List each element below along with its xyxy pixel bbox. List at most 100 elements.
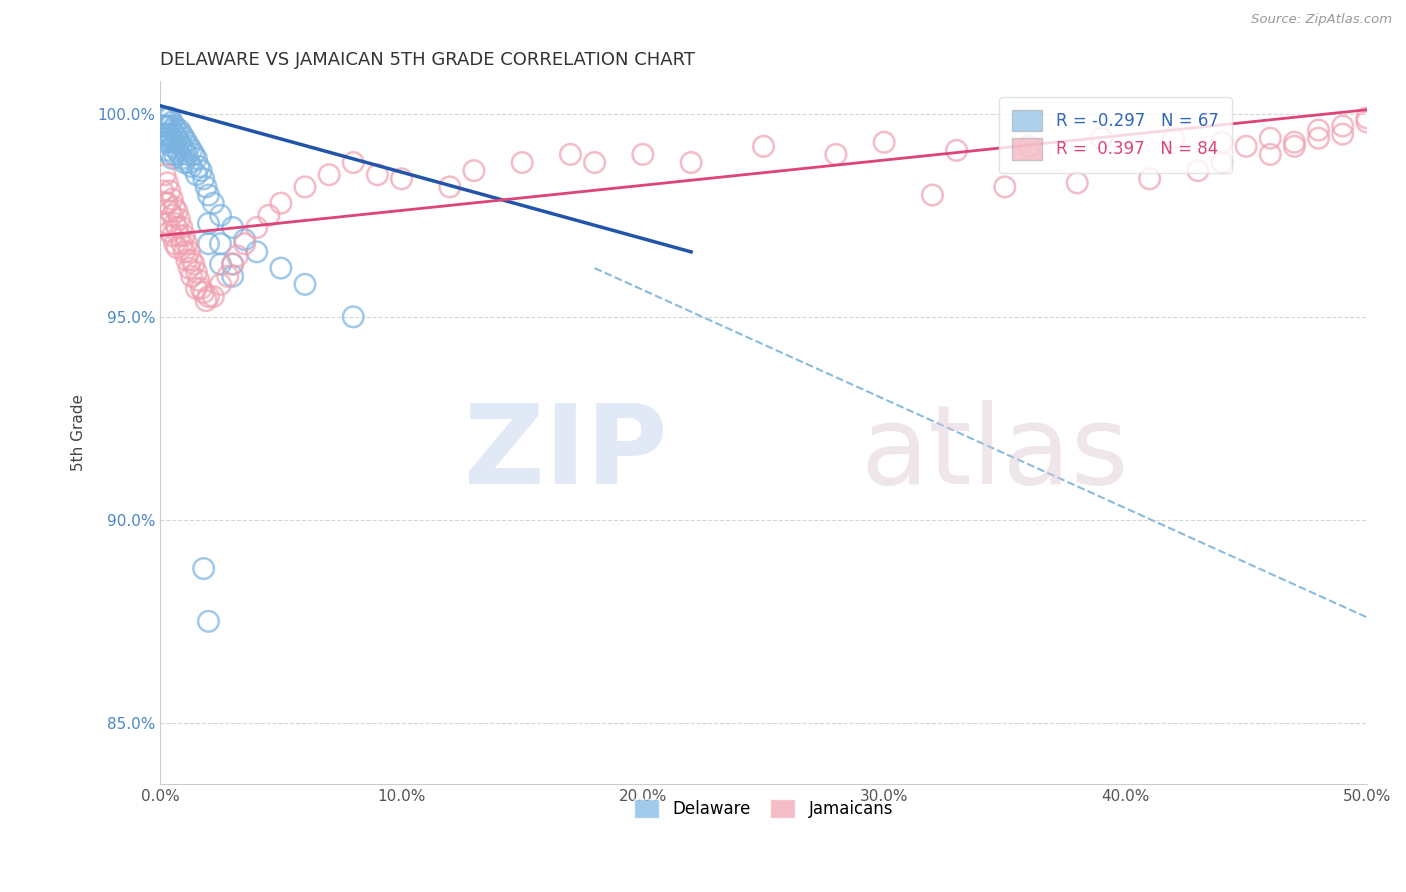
Point: [166, 241, 188, 255]
Point: [183, 147, 205, 161]
Point: [169, 228, 191, 243]
Point: [1066, 176, 1088, 190]
Point: [153, 196, 176, 211]
Point: [197, 217, 219, 231]
Point: [1284, 139, 1306, 153]
Point: [162, 152, 184, 166]
Point: [163, 236, 186, 251]
Point: [193, 561, 215, 575]
Point: [190, 163, 212, 178]
Y-axis label: 5th Grade: 5th Grade: [72, 394, 86, 471]
Point: [366, 168, 388, 182]
Point: [162, 208, 184, 222]
Point: [162, 131, 184, 145]
Point: [153, 135, 176, 149]
Point: [156, 217, 179, 231]
Point: [270, 261, 292, 276]
Point: [152, 127, 174, 141]
Point: [179, 139, 201, 153]
Point: [209, 208, 232, 222]
Point: [163, 127, 186, 141]
Point: [1163, 131, 1185, 145]
Point: [162, 123, 184, 137]
Point: [1284, 135, 1306, 149]
Point: [1211, 135, 1233, 149]
Point: [193, 285, 215, 300]
Text: Source: ZipAtlas.com: Source: ZipAtlas.com: [1251, 13, 1392, 27]
Point: [1090, 131, 1112, 145]
Point: [163, 119, 186, 133]
Point: [159, 135, 181, 149]
Point: [179, 244, 201, 259]
Point: [180, 144, 202, 158]
Point: [945, 144, 967, 158]
Point: [156, 111, 179, 125]
Point: [1258, 147, 1281, 161]
Point: [169, 212, 191, 227]
Point: [153, 127, 176, 141]
Point: [156, 144, 179, 158]
Legend: Delaware, Jamaicans: Delaware, Jamaicans: [627, 792, 900, 824]
Point: [209, 236, 232, 251]
Point: [162, 192, 184, 206]
Point: [163, 200, 186, 214]
Point: [510, 155, 533, 169]
Point: [1187, 163, 1209, 178]
Point: [176, 252, 198, 267]
Point: [180, 160, 202, 174]
Point: [342, 155, 364, 169]
Point: [166, 220, 188, 235]
Point: [193, 171, 215, 186]
Point: [176, 147, 198, 161]
Point: [1331, 127, 1354, 141]
Point: [159, 184, 181, 198]
Point: [186, 265, 208, 279]
Point: [209, 257, 232, 271]
Point: [159, 119, 181, 133]
Point: [176, 135, 198, 149]
Point: [166, 204, 188, 219]
Point: [173, 228, 195, 243]
Point: [221, 269, 243, 284]
Point: [179, 261, 201, 276]
Point: [173, 244, 195, 259]
Point: [233, 236, 256, 251]
Point: [159, 111, 181, 125]
Point: [195, 180, 218, 194]
Point: [186, 152, 208, 166]
Point: [994, 180, 1017, 194]
Point: [169, 135, 191, 149]
Point: [180, 252, 202, 267]
Point: [159, 204, 181, 219]
Point: [197, 236, 219, 251]
Point: [170, 236, 193, 251]
Point: [153, 111, 176, 125]
Point: [166, 131, 188, 145]
Point: [152, 119, 174, 133]
Point: [179, 155, 201, 169]
Point: [342, 310, 364, 324]
Point: [156, 176, 179, 190]
Point: [169, 147, 191, 161]
Point: [1331, 119, 1354, 133]
Text: ZIP: ZIP: [464, 401, 666, 508]
Point: [1355, 111, 1378, 125]
Point: [173, 144, 195, 158]
Point: [176, 236, 198, 251]
Point: [187, 160, 209, 174]
Point: [439, 180, 461, 194]
Point: [921, 188, 943, 202]
Point: [197, 615, 219, 629]
Point: [752, 139, 775, 153]
Point: [163, 147, 186, 161]
Point: [173, 131, 195, 145]
Point: [1308, 131, 1330, 145]
Point: [246, 244, 269, 259]
Point: [257, 208, 280, 222]
Point: [463, 163, 485, 178]
Point: [166, 123, 188, 137]
Point: [221, 257, 243, 271]
Point: [183, 257, 205, 271]
Point: [156, 196, 179, 211]
Point: [187, 273, 209, 287]
